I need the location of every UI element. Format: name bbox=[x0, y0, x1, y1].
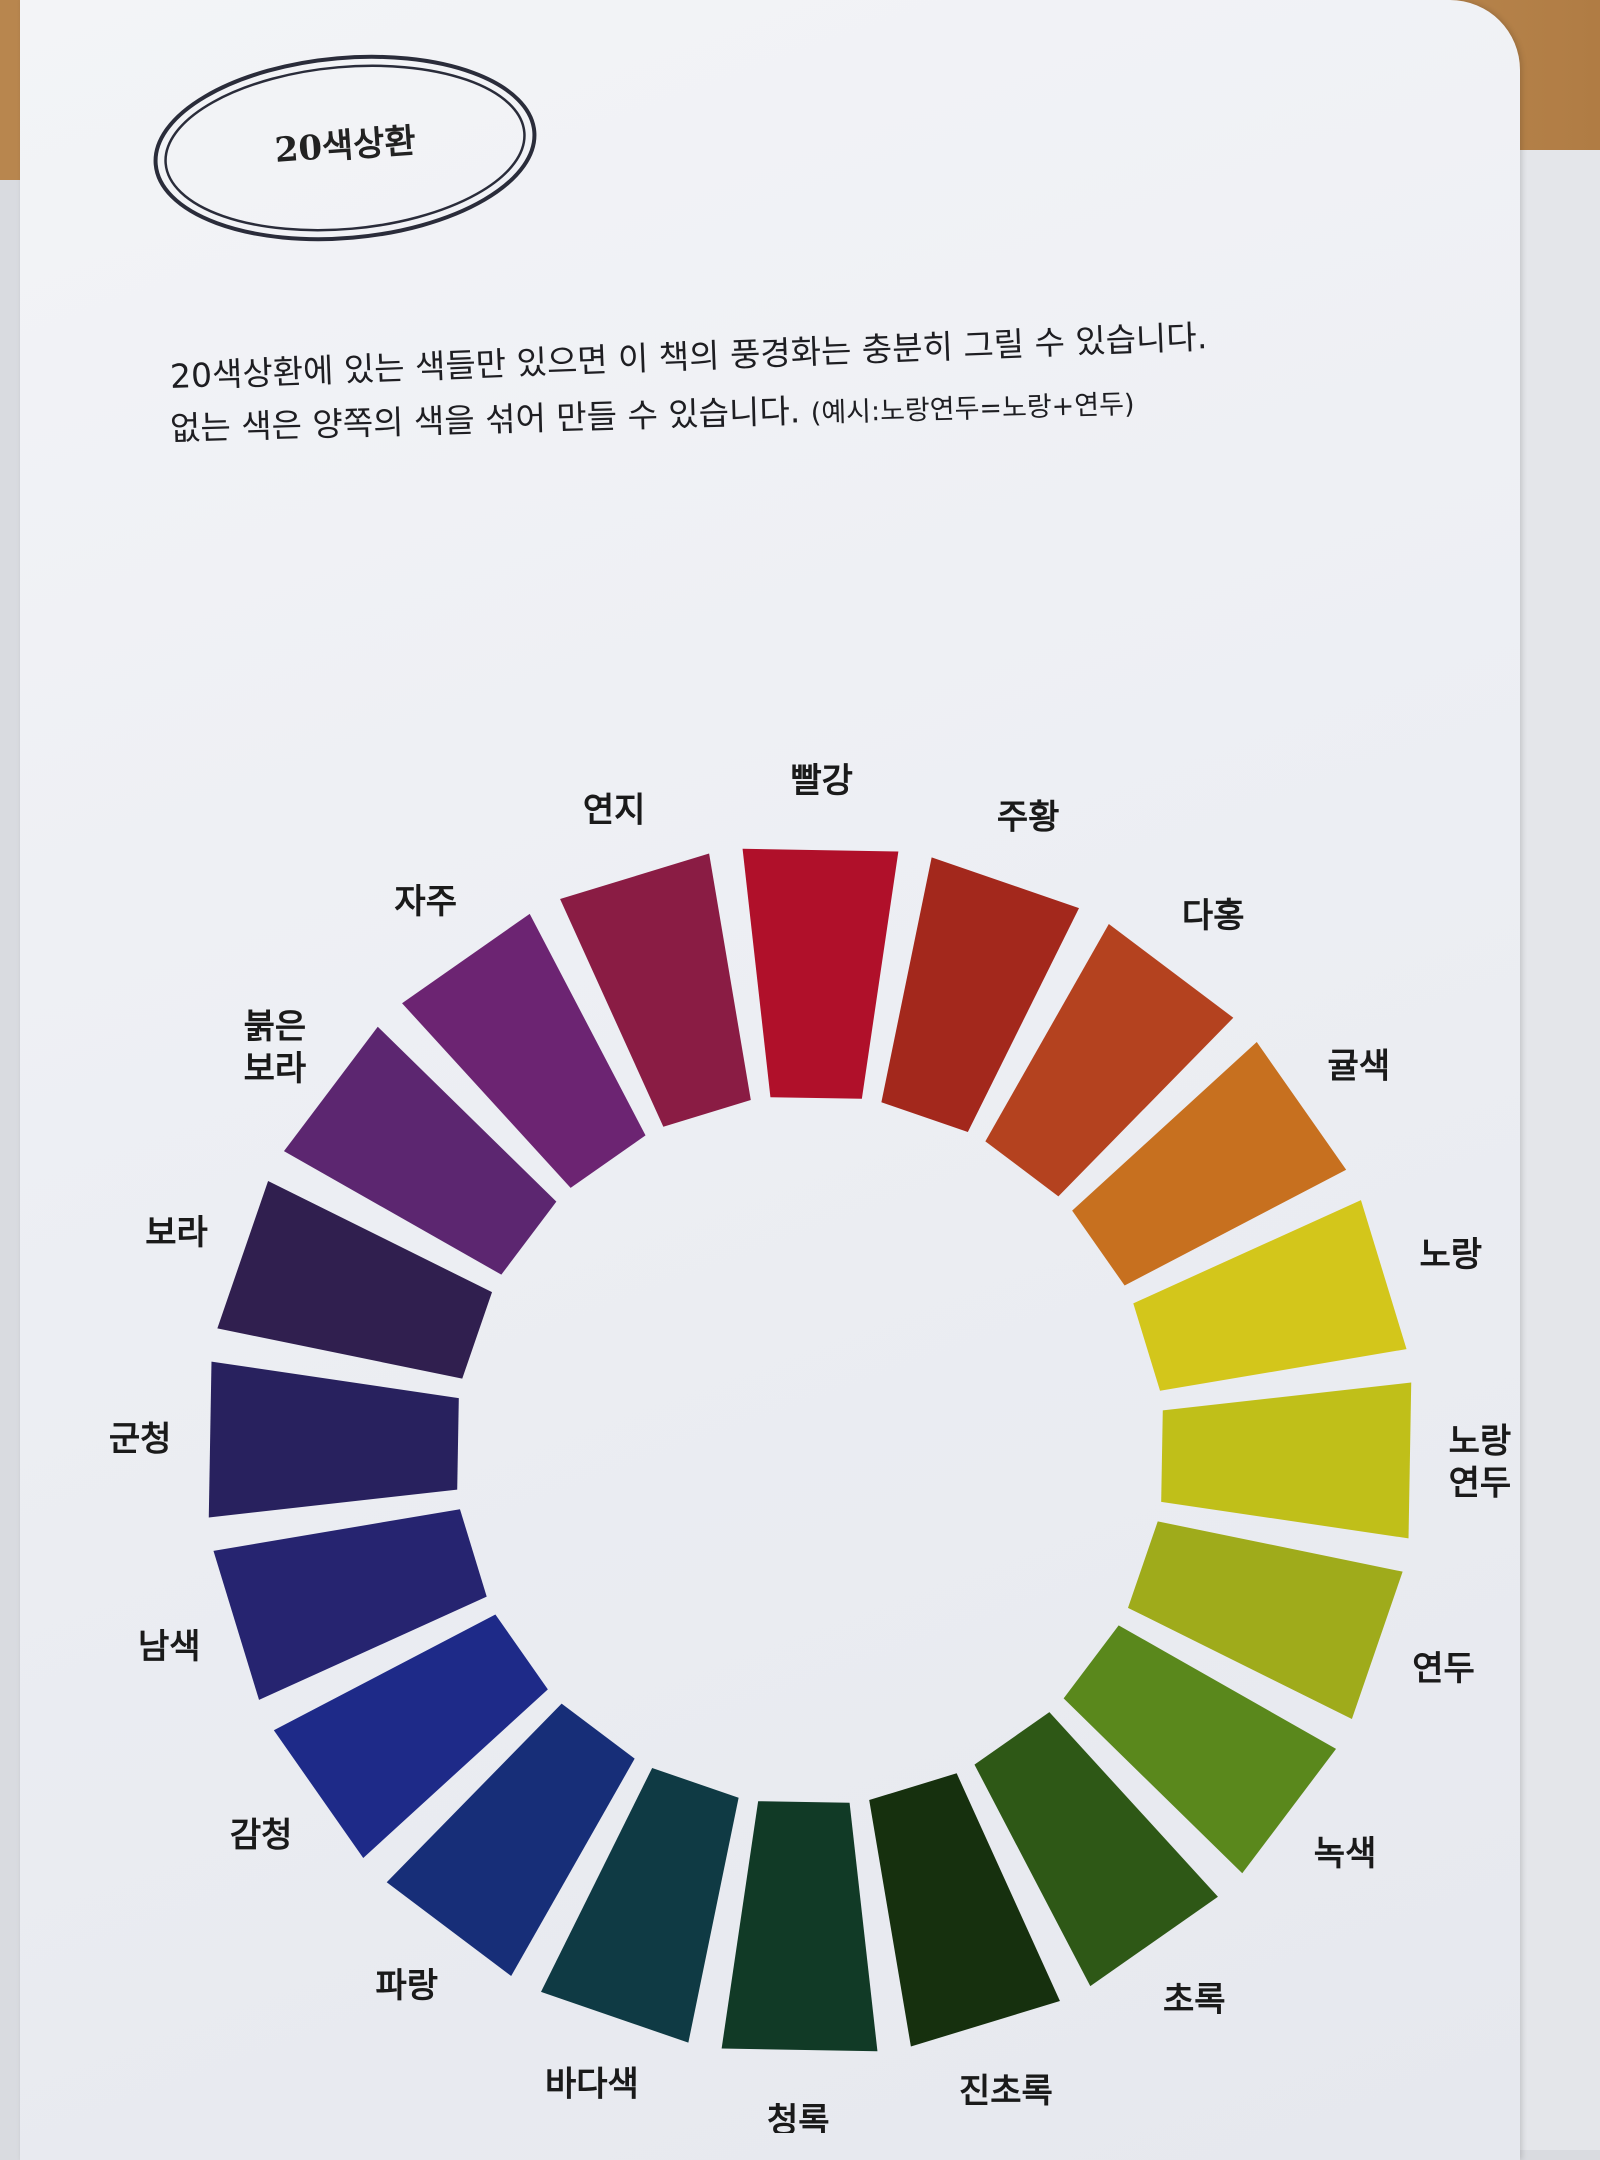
color-label: 바다색 bbox=[545, 2064, 639, 2104]
color-segment bbox=[1127, 1521, 1403, 1720]
color-label: 청록 bbox=[767, 2101, 830, 2133]
color-label: 주황 bbox=[997, 798, 1060, 838]
color-label: 자주 bbox=[394, 882, 457, 922]
color-segment bbox=[881, 857, 1080, 1133]
color-label: 노랑 bbox=[1419, 1235, 1482, 1275]
color-segment bbox=[283, 1026, 557, 1275]
color-segment bbox=[213, 1509, 487, 1700]
color-label: 초록 bbox=[1163, 1980, 1226, 2020]
color-label: 연지 bbox=[583, 790, 646, 830]
color-segment bbox=[402, 913, 646, 1188]
color-segment bbox=[869, 1773, 1060, 2047]
color-label: 녹색 bbox=[1314, 1834, 1377, 1874]
color-label: 파랑 bbox=[376, 1966, 439, 2006]
color-segment bbox=[208, 1361, 459, 1518]
color-segment bbox=[217, 1180, 493, 1379]
color-segment bbox=[721, 1801, 878, 2052]
color-segment bbox=[560, 853, 751, 1127]
color-segment bbox=[273, 1614, 548, 1858]
color-label: 보라 bbox=[145, 1213, 208, 1253]
color-segment bbox=[1072, 1042, 1347, 1286]
color-label: 귤색 bbox=[1328, 1047, 1391, 1087]
color-segment bbox=[974, 1712, 1218, 1987]
color-segment bbox=[1063, 1625, 1337, 1874]
color-label: 다홍 bbox=[1182, 896, 1245, 936]
color-segment bbox=[1161, 1382, 1412, 1539]
color-segment bbox=[540, 1767, 739, 2043]
color-label: 붉은 보라 bbox=[244, 1007, 307, 1089]
color-segment bbox=[1133, 1200, 1407, 1391]
color-segment bbox=[985, 923, 1234, 1197]
color-label: 남색 bbox=[138, 1627, 201, 1667]
title-oval bbox=[153, 54, 537, 242]
color-label: 군청 bbox=[109, 1419, 172, 1459]
color-label: 노랑 연두 bbox=[1449, 1422, 1512, 1504]
color-label: 연두 bbox=[1412, 1649, 1475, 1689]
color-label: 진초록 bbox=[959, 2072, 1053, 2112]
color-segment bbox=[386, 1703, 635, 1977]
color-segment bbox=[742, 848, 899, 1099]
color-label: 빨강 bbox=[790, 761, 853, 801]
color-label: 감청 bbox=[230, 1815, 293, 1855]
